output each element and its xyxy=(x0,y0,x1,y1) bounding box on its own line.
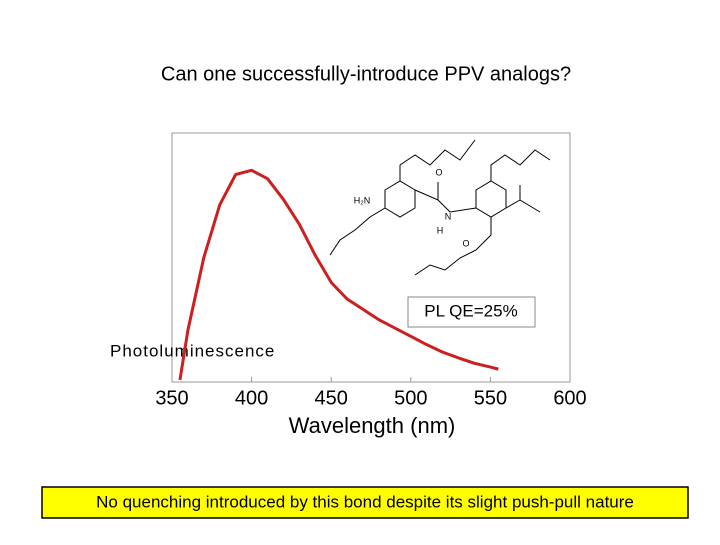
footer: No quenching introduced by this bond des… xyxy=(96,492,634,511)
plot-frame xyxy=(171,132,571,383)
x-tick-label: 350 xyxy=(155,387,188,409)
x-tick-label: 550 xyxy=(474,387,507,409)
x-tick-label: 450 xyxy=(315,387,348,409)
molecule-label: H₂N xyxy=(354,195,371,205)
x-axis-label: Wavelength (nm) xyxy=(289,413,456,438)
x-tick-label: 500 xyxy=(394,387,427,409)
x-tick-label: 400 xyxy=(235,387,268,409)
data-line xyxy=(178,168,499,381)
y-axis-label: Photoluminescence xyxy=(110,341,275,360)
molecule-label: O xyxy=(435,167,442,177)
molecule xyxy=(329,139,551,276)
footer-box xyxy=(41,486,689,519)
x-tick-label: 600 xyxy=(553,387,586,409)
annotation-box xyxy=(407,296,536,328)
molecule-label: O xyxy=(462,238,469,248)
slide-title: Can one successfully-introduce PPV analo… xyxy=(161,63,571,85)
annotation: PL QE=25% xyxy=(424,301,517,320)
molecule-label: H xyxy=(437,225,444,235)
molecule-label: N xyxy=(445,211,452,221)
